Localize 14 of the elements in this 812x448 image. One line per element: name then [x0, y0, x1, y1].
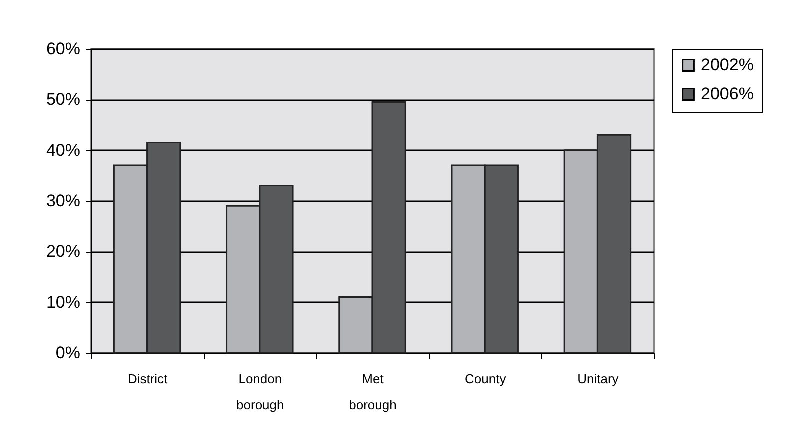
y-tick-label: 50% — [46, 90, 80, 110]
legend-label: 2006% — [701, 84, 754, 104]
y-tick-label: 10% — [46, 292, 80, 312]
y-tick-label: 60% — [46, 40, 80, 58]
x-tick-label: Met borough — [349, 372, 397, 412]
x-tick-label: Unitary — [578, 372, 620, 386]
y-tick-label: 0% — [56, 344, 80, 362]
y-tick-label: 30% — [46, 192, 80, 210]
x-tick-label: District — [128, 372, 168, 386]
x-tick-label: County — [465, 372, 507, 386]
legend-label: 2002% — [701, 56, 754, 74]
y-tick-label: 20% — [46, 242, 80, 262]
y-tick-label: 40% — [46, 140, 80, 160]
x-tick-label: London borough — [236, 372, 284, 412]
